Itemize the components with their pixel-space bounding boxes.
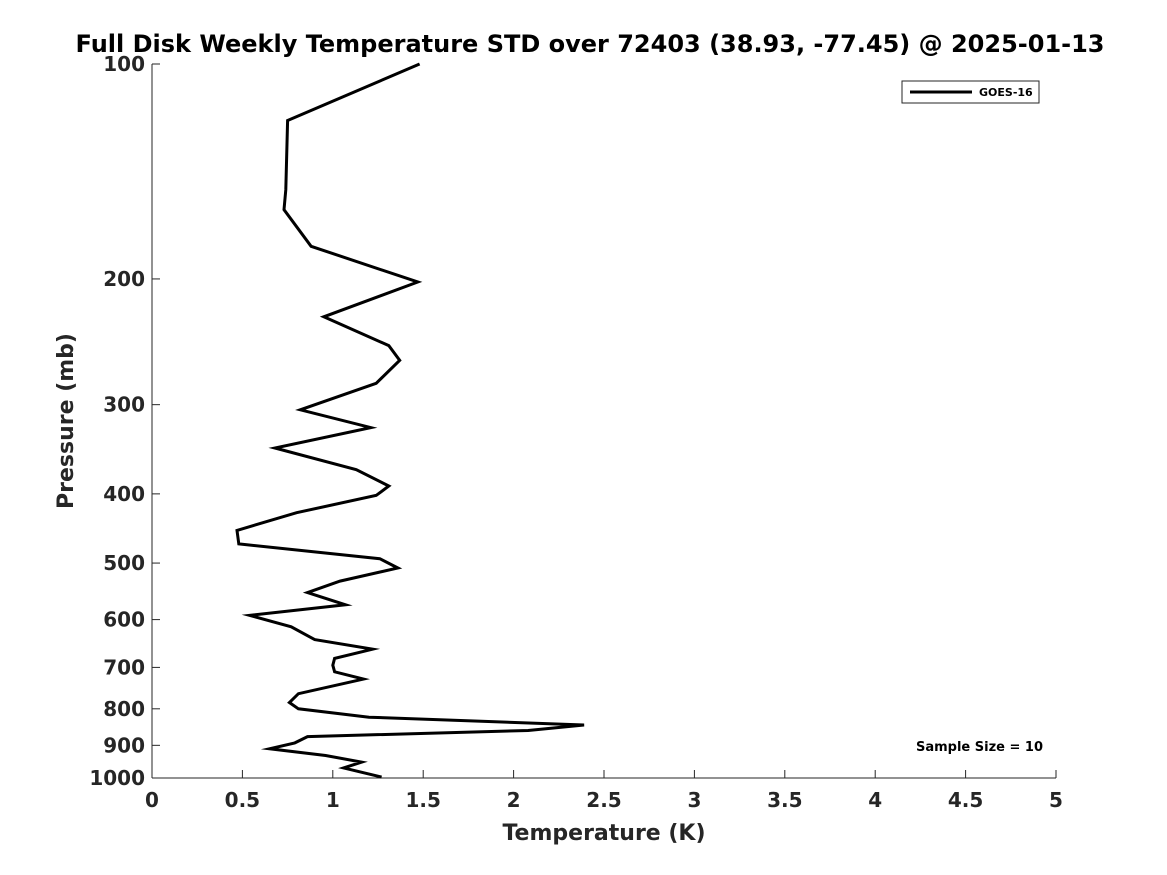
x-tick-label-5: 2.5 [586, 788, 621, 812]
y-tick-label-5: 600 [103, 608, 145, 632]
y-tick-label-3: 400 [103, 482, 145, 506]
chart-title: Full Disk Weekly Temperature STD over 72… [76, 30, 1105, 58]
x-tick-label-2: 1 [326, 788, 340, 812]
x-ticks: 0 0.5 1 1.5 2 2.5 3 3.5 4 4.5 5 [145, 770, 1063, 812]
x-tick-label-8: 4 [868, 788, 882, 812]
y-tick-label-9: 1000 [89, 766, 145, 790]
x-tick-label-10: 5 [1049, 788, 1063, 812]
legend-label-goes-16: GOES-16 [979, 86, 1033, 99]
y-axis-label: Pressure (mb) [54, 333, 79, 509]
x-axis-label: Temperature (K) [502, 821, 705, 846]
x-tick-label-1: 0.5 [225, 788, 260, 812]
y-tick-label-6: 700 [103, 655, 145, 679]
x-tick-label-3: 1.5 [405, 788, 440, 812]
y-tick-label-8: 900 [103, 733, 145, 757]
x-tick-label-6: 3 [687, 788, 701, 812]
x-tick-label-9: 4.5 [948, 788, 983, 812]
y-tick-label-4: 500 [103, 551, 145, 575]
series-group [235, 62, 585, 779]
y-tick-label-0: 100 [103, 52, 145, 76]
x-tick-label-4: 2 [507, 788, 521, 812]
x-tick-label-7: 3.5 [767, 788, 802, 812]
y-tick-label-2: 300 [103, 393, 145, 417]
y-ticks: 100 200 300 400 500 600 700 800 900 1000 [89, 52, 160, 790]
legend: GOES-16 [901, 80, 1040, 104]
x-tick-label-0: 0 [145, 788, 159, 812]
series-line-goes-16 [235, 62, 585, 779]
sample-size-annotation: Sample Size = 10 [916, 740, 1043, 755]
y-tick-label-1: 200 [103, 267, 145, 291]
y-tick-label-7: 800 [103, 697, 145, 721]
